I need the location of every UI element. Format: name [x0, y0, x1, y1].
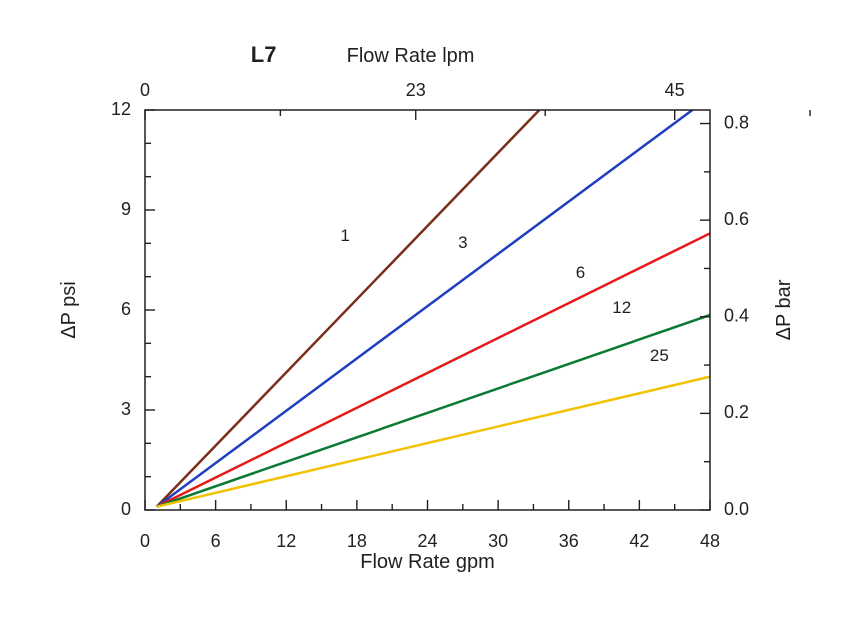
svg-text:48: 48: [700, 531, 720, 551]
svg-text:0.2: 0.2: [724, 402, 749, 422]
svg-text:18: 18: [347, 531, 367, 551]
svg-text:0: 0: [140, 80, 150, 100]
svg-text:36: 36: [559, 531, 579, 551]
svg-text:9: 9: [121, 199, 131, 219]
svg-text:25: 25: [650, 346, 669, 365]
svg-text:1: 1: [340, 226, 349, 245]
svg-text:6: 6: [121, 299, 131, 319]
svg-text:3: 3: [458, 233, 467, 252]
svg-text:12: 12: [276, 531, 296, 551]
svg-text:0.0: 0.0: [724, 499, 749, 519]
svg-text:42: 42: [629, 531, 649, 551]
svg-text:3: 3: [121, 399, 131, 419]
svg-text:6: 6: [211, 531, 221, 551]
svg-text:ΔP bar: ΔP bar: [773, 279, 795, 340]
svg-text:6: 6: [576, 263, 585, 282]
svg-text:Flow Rate gpm: Flow Rate gpm: [360, 551, 495, 573]
svg-text:12: 12: [111, 99, 131, 119]
svg-text:30: 30: [488, 531, 508, 551]
svg-text:0.4: 0.4: [724, 306, 749, 326]
svg-text:0: 0: [140, 531, 150, 551]
svg-text:0.8: 0.8: [724, 112, 749, 132]
chart-svg: 0612182430364248023456891114136159182036…: [0, 0, 849, 639]
svg-text:L7: L7: [251, 42, 277, 67]
svg-text:12: 12: [612, 298, 631, 317]
svg-text:0.6: 0.6: [724, 209, 749, 229]
svg-text:23: 23: [406, 80, 426, 100]
svg-text:24: 24: [417, 531, 437, 551]
svg-text:0: 0: [121, 499, 131, 519]
svg-text:Flow Rate lpm: Flow Rate lpm: [347, 45, 475, 67]
svg-text:ΔP psi: ΔP psi: [58, 281, 80, 338]
svg-text:45: 45: [665, 80, 685, 100]
pressure-flow-chart: 0612182430364248023456891114136159182036…: [0, 0, 849, 639]
